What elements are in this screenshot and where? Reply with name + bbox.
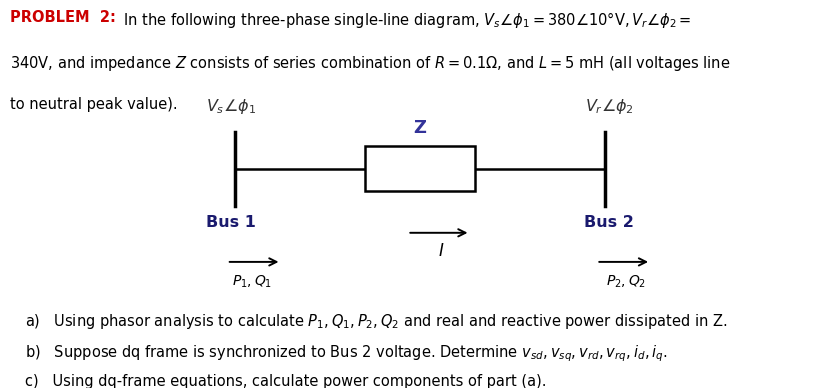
- Text: 340V, and impedance $Z$ consists of series combination of $R = 0.1\Omega$, and $: 340V, and impedance $Z$ consists of seri…: [10, 54, 731, 73]
- Text: Z: Z: [413, 119, 427, 137]
- Text: $P_2,Q_2$: $P_2,Q_2$: [606, 274, 646, 290]
- Text: a)   Using phasor analysis to calculate $P_1, Q_1, P_2, Q_2$ and real and reacti: a) Using phasor analysis to calculate $P…: [25, 312, 727, 331]
- Text: c)   Using dq-frame equations, calculate power components of part (a).: c) Using dq-frame equations, calculate p…: [25, 374, 547, 388]
- Text: $V_r\angle\phi_2$: $V_r\angle\phi_2$: [585, 97, 633, 116]
- Text: b)   Suppose dq frame is synchronized to Bus 2 voltage. Determine $v_{sd}, v_{sq: b) Suppose dq frame is synchronized to B…: [25, 343, 668, 364]
- Text: to neutral peak value).: to neutral peak value).: [10, 97, 178, 113]
- Text: $P_1,Q_1$: $P_1,Q_1$: [232, 274, 272, 290]
- Text: PROBLEM  2:: PROBLEM 2:: [10, 10, 116, 25]
- Text: Bus 1: Bus 1: [206, 215, 256, 230]
- Text: In the following three-phase single-line diagram, $V_s\angle\phi_1 = 380\angle10: In the following three-phase single-line…: [119, 10, 692, 30]
- Text: Bus 2: Bus 2: [584, 215, 634, 230]
- Text: $V_s\angle\phi_1$: $V_s\angle\phi_1$: [206, 97, 256, 116]
- Bar: [365, 146, 475, 191]
- Text: $I$: $I$: [438, 242, 444, 260]
